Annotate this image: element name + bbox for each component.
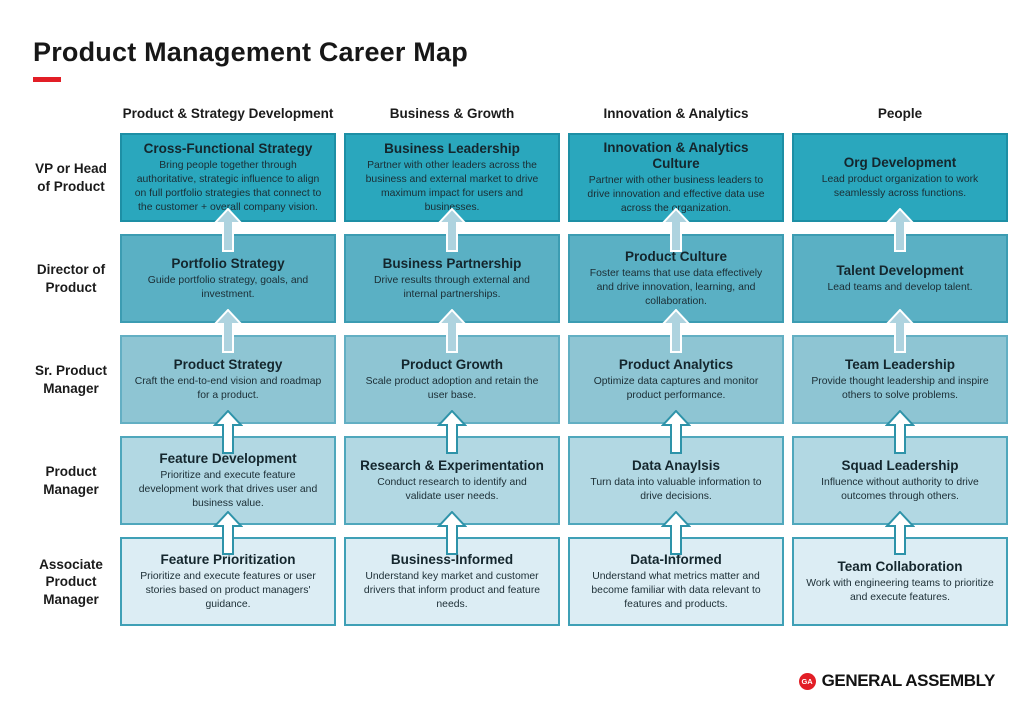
card-business-informed: Business-Informed Understand key market … bbox=[344, 511, 560, 627]
column-header-product-strategy: Product & Strategy Development bbox=[122, 106, 334, 122]
card-talent-development: Talent Development Lead teams and develo… bbox=[792, 208, 1008, 324]
row-label-product-manager: Product Manager bbox=[43, 464, 99, 497]
ga-logo-badge-icon: GA bbox=[798, 672, 816, 690]
card-product-growth: Product Growth Scale product adoption an… bbox=[344, 309, 560, 425]
card-product-strategy: Product Strategy Craft the end-to-end vi… bbox=[120, 309, 336, 425]
card-team-collaboration: Team Collaboration Work with engineering… bbox=[792, 511, 1008, 627]
column-header-business-growth: Business & Growth bbox=[389, 106, 515, 122]
title-block: Product Management Career Map bbox=[33, 36, 1024, 83]
card-team-leadership: Team Leadership Provide thought leadersh… bbox=[792, 309, 1008, 425]
card-data-analysis: Data Anaylsis Turn data into valuable in… bbox=[568, 410, 784, 526]
column-header-people: People bbox=[877, 106, 923, 122]
card-feature-prioritization: Feature Prioritization Prioritize and ex… bbox=[120, 511, 336, 627]
row-label-director-of-product: Director of Product bbox=[36, 262, 106, 295]
card-innovation-analytics-culture: Innovation & Analytics Culture Partner w… bbox=[568, 133, 784, 223]
ga-logo-wordmark: GENERAL ASSEMBLY bbox=[821, 671, 996, 690]
row-label-associate-product-manager: Associate Product Manager bbox=[39, 556, 103, 607]
card-business-partnership: Business Partnership Drive results throu… bbox=[344, 208, 560, 324]
career-map-grid: Product & Strategy Development Business … bbox=[30, 97, 1024, 627]
column-header-innovation-analytics: Innovation & Analytics bbox=[603, 106, 749, 122]
card-portfolio-strategy: Portfolio Strategy Guide portfolio strat… bbox=[120, 208, 336, 324]
card-org-development: Org Development Lead product organizatio… bbox=[792, 133, 1008, 223]
card-research-experimentation: Research & Experimentation Conduct resea… bbox=[344, 410, 560, 526]
general-assembly-logo: GA GENERAL ASSEMBLY bbox=[798, 671, 996, 691]
card-feature-development: Feature Development Prioritize and execu… bbox=[120, 410, 336, 526]
card-product-culture: Product Culture Foster teams that use da… bbox=[568, 208, 784, 324]
page-title: Product Management Career Map bbox=[33, 37, 468, 67]
card-squad-leadership: Squad Leadership Influence without autho… bbox=[792, 410, 1008, 526]
title-accent-dash bbox=[33, 77, 61, 83]
row-label-sr-product-manager: Sr. Product Manager bbox=[34, 363, 107, 396]
card-business-leadership: Business Leadership Partner with other l… bbox=[344, 133, 560, 223]
row-label-vp-head-of-product: VP or Head of Product bbox=[35, 161, 107, 194]
card-cross-functional-strategy: Cross-Functional Strategy Bring people t… bbox=[120, 133, 336, 223]
card-data-informed: Data-Informed Understand what metrics ma… bbox=[568, 511, 784, 627]
card-product-analytics: Product Analytics Optimize data captures… bbox=[568, 309, 784, 425]
grid-corner-spacer bbox=[30, 97, 112, 121]
